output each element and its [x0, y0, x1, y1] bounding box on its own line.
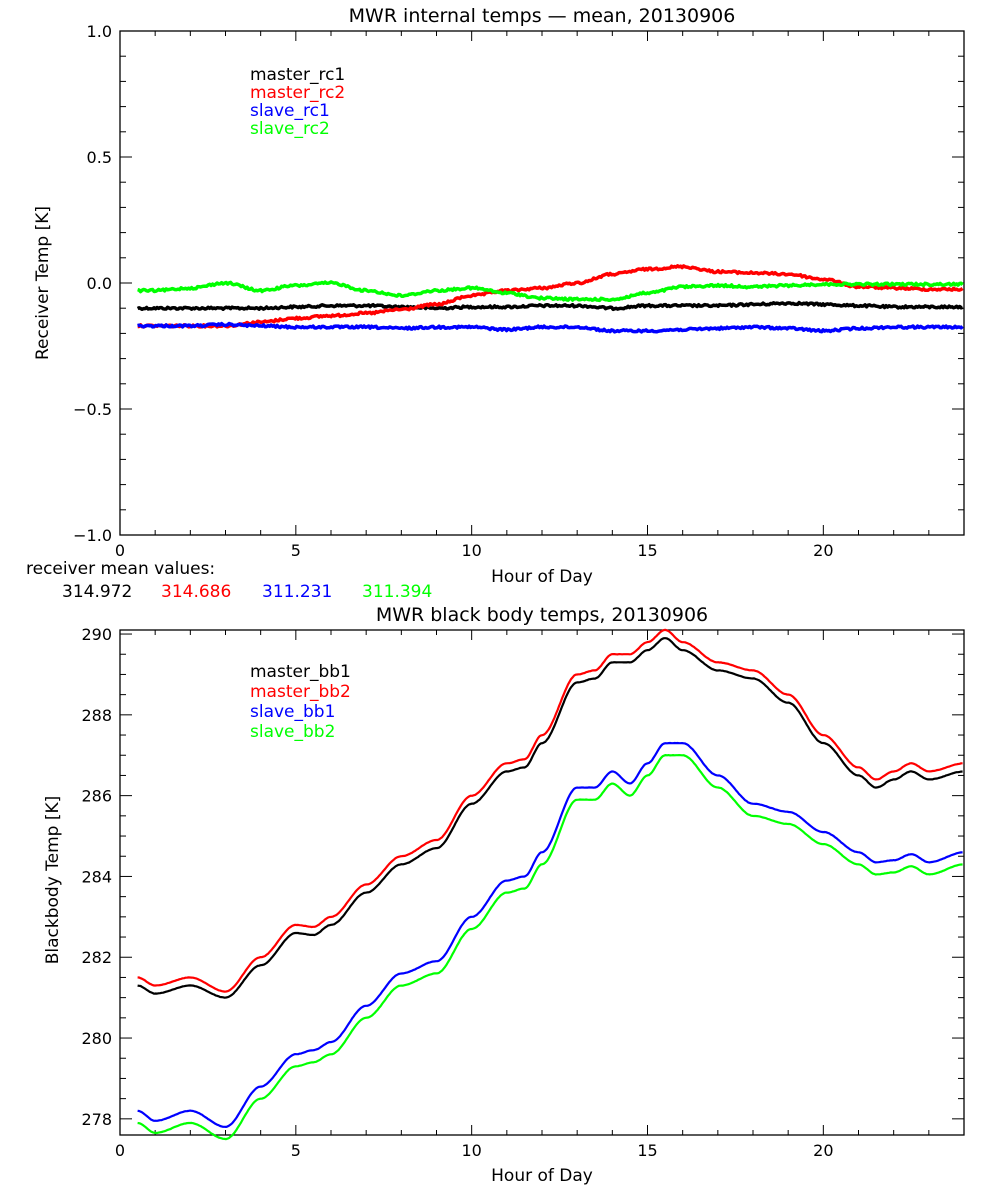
- y-tick-label: 0.5: [87, 148, 112, 167]
- legend: master_rc1 master_rc2 slave_rc1 slave_rc…: [250, 65, 345, 139]
- y-tick-labels: −1.0 −0.5 0.0 0.5 1.0: [73, 22, 112, 545]
- annotation-value: 314.972: [62, 582, 132, 602]
- legend-entry: slave_rc1: [250, 101, 330, 121]
- y-tick-label: 1.0: [87, 22, 112, 41]
- series-layer: [137, 628, 963, 1141]
- legend: master_bb1 master_bb2 slave_bb1 slave_bb…: [250, 662, 351, 742]
- y-tick-label: −1.0: [73, 526, 112, 545]
- x-tick-label: 20: [813, 541, 833, 560]
- axis-ticks: [119, 30, 965, 536]
- x-tick-label: 0: [115, 1141, 125, 1160]
- x-axis-label: Hour of Day: [491, 1166, 593, 1186]
- receiver-mean-annotation: receiver mean values: 314.972 314.686 31…: [26, 559, 432, 602]
- series-layer: [136, 264, 964, 334]
- legend-entry: master_rc1: [250, 65, 345, 85]
- axis-ticks: [119, 630, 965, 1135]
- y-tick-label: 284: [81, 867, 112, 886]
- series-line-slave_rc2: [137, 280, 964, 303]
- x-tick-labels: 0 5 10 15 20: [115, 541, 834, 560]
- legend-entry: slave_bb1: [250, 702, 335, 722]
- series-line-master_rc2: [137, 264, 964, 329]
- legend-entry: slave_bb2: [250, 722, 335, 742]
- x-tick-labels: 0 5 10 15 20: [115, 1141, 834, 1160]
- chart-title: MWR black body temps, 20130906: [376, 604, 708, 626]
- series-line-slave_rc1: [137, 321, 964, 334]
- y-tick-labels: 278 280 282 284 286 288 290: [81, 625, 112, 1129]
- x-tick-label: 0: [115, 541, 125, 560]
- y-tick-label: 278: [81, 1110, 112, 1129]
- y-tick-label: 286: [81, 787, 112, 806]
- y-tick-label: −0.5: [73, 400, 112, 419]
- annotation-label: receiver mean values:: [26, 559, 215, 579]
- x-tick-label: 10: [461, 541, 481, 560]
- receiver-temp-chart: MWR internal temps — mean, 20130906 0 5 10…: [26, 5, 965, 602]
- chart-title: MWR internal temps — mean, 20130906: [349, 5, 736, 27]
- x-tick-label: 15: [637, 1141, 657, 1160]
- x-tick-label: 20: [813, 1141, 833, 1160]
- series-line-slave_bb1: [137, 741, 963, 1129]
- series-line-slave_bb2: [137, 753, 963, 1141]
- plot-frame: [119, 629, 965, 1136]
- y-tick-label: 280: [81, 1029, 112, 1048]
- y-tick-label: 290: [81, 625, 112, 644]
- annotation-value: 311.394: [362, 582, 432, 602]
- y-tick-label: 282: [81, 948, 112, 967]
- x-axis-label: Hour of Day: [491, 567, 593, 587]
- x-tick-label: 5: [291, 541, 301, 560]
- legend-entry: master_bb2: [250, 682, 351, 702]
- legend-entry: master_bb1: [250, 662, 351, 682]
- series-line-master_rc1: [136, 300, 964, 312]
- series-line-master_bb2: [137, 628, 963, 993]
- series-line-master_bb1: [137, 637, 963, 999]
- legend-entry: master_rc2: [250, 83, 345, 103]
- legend-entry: slave_rc2: [250, 119, 330, 139]
- x-tick-label: 5: [291, 1141, 301, 1160]
- y-tick-label: 0.0: [87, 274, 112, 293]
- x-tick-label: 10: [461, 1141, 481, 1160]
- blackbody-temp-chart: MWR black body temps, 20130906 0 5 10 15 20 …: [43, 604, 965, 1186]
- y-axis-label: Blackbody Temp [K]: [43, 796, 63, 965]
- y-tick-label: 288: [81, 706, 112, 725]
- x-tick-label: 15: [637, 541, 657, 560]
- annotation-value: 314.686: [161, 582, 231, 602]
- annotation-value: 311.231: [262, 582, 332, 602]
- y-axis-label: Receiver Temp [K]: [33, 206, 53, 360]
